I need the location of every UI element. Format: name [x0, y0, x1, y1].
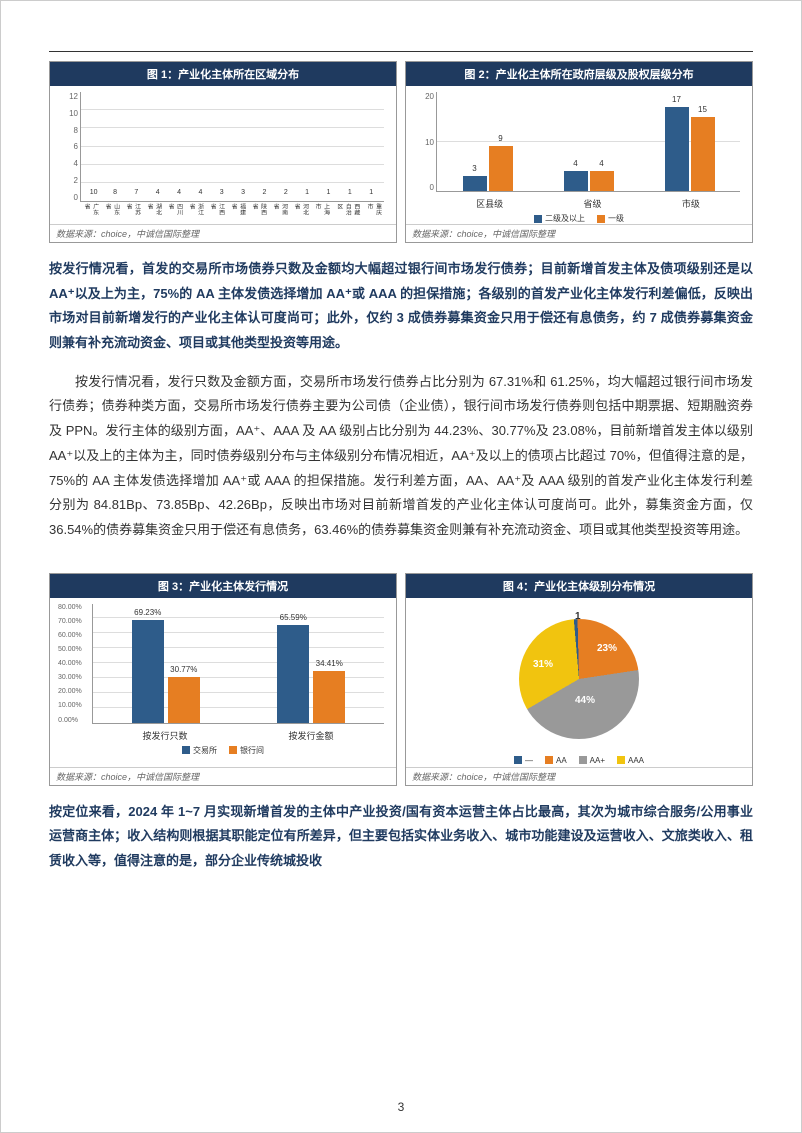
- chart-3-yaxis: 80.00%70.00%60.00%50.00%40.00%30.00%20.0…: [58, 604, 78, 724]
- chart-4-footer: 数据来源：choice，中诚信国际整理: [406, 767, 752, 785]
- chart-1-yaxis: 121086420: [58, 92, 78, 202]
- paragraph-3: 按定位来看，2024 年 1~7 月实现新增首发的主体中产业投资/国有资本运营主…: [49, 800, 753, 874]
- chart-2-legend: 二级及以上一级: [414, 213, 744, 224]
- top-divider: [49, 51, 753, 52]
- chart-2-footer: 数据来源：choice，中诚信国际整理: [406, 224, 752, 242]
- chart-4-title: 图 4：产业化主体级别分布情况: [406, 574, 752, 598]
- paragraph-2: 按发行情况看，发行只数及金额方面，交易所市场发行债券占比分别为 67.31%和 …: [49, 370, 753, 543]
- chart-2-bar: 4: [590, 171, 614, 191]
- chart-2-bar: 17: [665, 107, 689, 191]
- charts-row-1: 图 1：产业化主体所在区域分布 121086420 10874443322111…: [49, 61, 753, 243]
- page: 图 1：产业化主体所在区域分布 121086420 10874443322111…: [0, 0, 802, 1133]
- chart-2-yaxis: 20100: [414, 92, 434, 192]
- chart-3-footer: 数据来源：choice，中诚信国际整理: [50, 767, 396, 785]
- chart-3-bar: 65.59%: [277, 625, 309, 723]
- chart-2-bar: 9: [489, 146, 513, 191]
- chart-1-xlabels: 广东省山东省江苏省湖北省四川省浙江省江西省福建省陕西省河南省河北省上海市西藏自治…: [80, 202, 384, 222]
- chart-2-xlabels: 区县级省级市级: [436, 197, 740, 210]
- chart-4-body: 123%44%31% —AAAA+AAA: [406, 598, 752, 767]
- chart-2-bar: 4: [564, 171, 588, 191]
- chart-1-footer: 数据来源：choice，中诚信国际整理: [50, 224, 396, 242]
- paragraph-1: 按发行情况看，首发的交易所市场债券只数及金额均大幅超过银行间市场发行债券；目前新…: [49, 257, 753, 356]
- chart-3-bar: 69.23%: [132, 620, 164, 723]
- chart-4-box: 图 4：产业化主体级别分布情况 123%44%31% —AAAA+AAA 数据来…: [405, 573, 753, 786]
- chart-3-box: 图 3：产业化主体发行情况 80.00%70.00%60.00%50.00%40…: [49, 573, 397, 786]
- chart-1-title: 图 1：产业化主体所在区域分布: [50, 62, 396, 86]
- chart-1-body: 121086420 108744433221111 广东省山东省江苏省湖北省四川…: [50, 86, 396, 224]
- chart-3-xlabels: 按发行只数按发行金额: [92, 729, 384, 742]
- chart-3-legend: 交易所银行间: [58, 745, 388, 756]
- chart-2-plot: 39 44 1715: [436, 92, 740, 192]
- chart-4-pie: 123%44%31%: [519, 619, 639, 739]
- chart-1-box: 图 1：产业化主体所在区域分布 121086420 10874443322111…: [49, 61, 397, 243]
- chart-1-plot: 108744433221111: [80, 92, 384, 202]
- charts-row-2: 图 3：产业化主体发行情况 80.00%70.00%60.00%50.00%40…: [49, 573, 753, 786]
- chart-3-title: 图 3：产业化主体发行情况: [50, 574, 396, 598]
- chart-4-legend: —AAAA+AAA: [414, 756, 744, 765]
- chart-3-plot: 69.23%30.77% 65.59%34.41%: [92, 604, 384, 724]
- chart-2-title: 图 2：产业化主体所在政府层级及股权层级分布: [406, 62, 752, 86]
- chart-2-bar: 15: [691, 117, 715, 191]
- chart-3-bar: 30.77%: [168, 677, 200, 723]
- chart-3-bar: 34.41%: [313, 671, 345, 722]
- chart-2-bar: 3: [463, 176, 487, 191]
- chart-2-box: 图 2：产业化主体所在政府层级及股权层级分布 20100 39 44 1715 区县…: [405, 61, 753, 243]
- chart-3-body: 80.00%70.00%60.00%50.00%40.00%30.00%20.0…: [50, 598, 396, 767]
- chart-2-body: 20100 39 44 1715 区县级省级市级 二级及以上一级: [406, 86, 752, 224]
- page-number: 3: [1, 1100, 801, 1114]
